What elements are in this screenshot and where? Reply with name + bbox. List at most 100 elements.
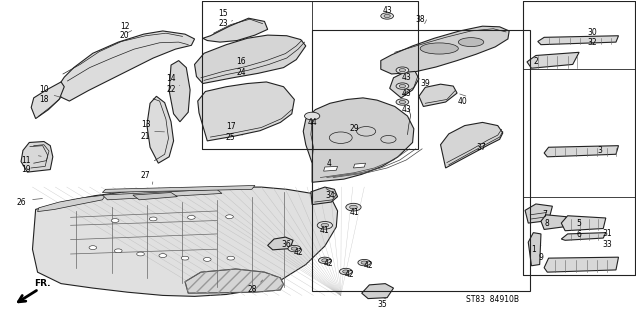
Text: 42: 42 <box>294 248 303 257</box>
Text: 22: 22 <box>166 85 176 94</box>
Circle shape <box>225 215 233 219</box>
Circle shape <box>187 215 195 219</box>
Circle shape <box>227 256 234 260</box>
Text: 33: 33 <box>603 240 613 249</box>
Circle shape <box>288 245 301 252</box>
Text: 14: 14 <box>166 74 176 83</box>
Text: 35: 35 <box>377 300 387 308</box>
Bar <box>523 1 635 69</box>
Bar <box>201 1 418 149</box>
Circle shape <box>343 270 349 273</box>
Polygon shape <box>441 123 503 168</box>
Text: 13: 13 <box>141 120 150 130</box>
Text: FR.: FR. <box>34 279 50 288</box>
Text: 41: 41 <box>349 208 359 217</box>
Polygon shape <box>390 71 419 98</box>
Circle shape <box>346 203 361 211</box>
Polygon shape <box>21 141 53 172</box>
Circle shape <box>115 249 122 253</box>
Polygon shape <box>32 187 338 296</box>
Polygon shape <box>58 31 194 101</box>
Bar <box>523 1 635 275</box>
Circle shape <box>361 261 368 264</box>
Text: 17: 17 <box>226 122 236 131</box>
Circle shape <box>399 100 406 104</box>
Text: 31: 31 <box>603 229 613 238</box>
Text: 24: 24 <box>236 68 246 77</box>
Polygon shape <box>194 35 306 84</box>
Circle shape <box>318 257 331 264</box>
Text: 26: 26 <box>16 197 26 206</box>
Circle shape <box>322 259 328 262</box>
Polygon shape <box>354 163 366 168</box>
Circle shape <box>399 68 406 72</box>
Circle shape <box>358 260 371 266</box>
Text: 7: 7 <box>542 210 547 219</box>
Polygon shape <box>268 237 293 250</box>
Circle shape <box>291 247 297 250</box>
Text: 9: 9 <box>538 253 543 262</box>
Polygon shape <box>561 216 606 231</box>
Bar <box>201 1 312 149</box>
Circle shape <box>381 13 394 19</box>
Text: 8: 8 <box>545 219 550 228</box>
Text: 38: 38 <box>415 15 425 24</box>
Bar <box>312 30 529 291</box>
Circle shape <box>304 112 320 120</box>
Circle shape <box>396 99 409 105</box>
Circle shape <box>203 258 211 261</box>
Text: 23: 23 <box>218 19 228 28</box>
Circle shape <box>350 205 357 209</box>
Bar <box>523 197 635 275</box>
Circle shape <box>159 254 167 258</box>
Circle shape <box>137 252 145 256</box>
Text: 4: 4 <box>326 159 331 168</box>
Circle shape <box>181 256 189 260</box>
Text: 27: 27 <box>141 172 150 180</box>
Text: 42: 42 <box>363 261 373 270</box>
Polygon shape <box>169 60 190 122</box>
Text: 11: 11 <box>22 156 31 164</box>
Text: 43: 43 <box>401 89 411 98</box>
Polygon shape <box>525 204 552 223</box>
Polygon shape <box>528 233 541 266</box>
Polygon shape <box>197 82 294 141</box>
Text: 42: 42 <box>324 259 334 268</box>
Text: 18: 18 <box>39 95 48 104</box>
Circle shape <box>321 223 329 227</box>
Text: 32: 32 <box>587 38 597 47</box>
Circle shape <box>399 84 406 88</box>
Polygon shape <box>303 98 414 182</box>
Ellipse shape <box>420 43 459 54</box>
Text: 25: 25 <box>226 132 236 141</box>
Polygon shape <box>544 257 619 272</box>
Polygon shape <box>103 189 222 200</box>
Circle shape <box>340 268 352 275</box>
Text: 39: 39 <box>420 79 430 88</box>
Text: ST83  84910B: ST83 84910B <box>466 295 519 304</box>
Polygon shape <box>362 284 394 299</box>
Polygon shape <box>311 187 338 204</box>
Text: 29: 29 <box>349 124 359 132</box>
Ellipse shape <box>459 38 483 47</box>
Text: 40: 40 <box>457 97 467 106</box>
Circle shape <box>396 83 409 89</box>
Polygon shape <box>185 269 283 293</box>
Text: 5: 5 <box>576 219 582 228</box>
Polygon shape <box>527 52 579 68</box>
Polygon shape <box>419 84 457 107</box>
Circle shape <box>150 217 157 221</box>
Polygon shape <box>147 96 173 163</box>
Polygon shape <box>541 215 566 229</box>
Text: 1: 1 <box>531 245 536 254</box>
Text: 44: 44 <box>307 118 317 127</box>
Polygon shape <box>31 82 64 119</box>
Text: 12: 12 <box>120 22 129 31</box>
Circle shape <box>396 67 409 73</box>
Text: 41: 41 <box>320 226 330 235</box>
Text: 37: 37 <box>476 143 486 152</box>
Text: 19: 19 <box>21 165 31 174</box>
Polygon shape <box>103 186 255 193</box>
Text: 15: 15 <box>218 9 228 18</box>
Text: 10: 10 <box>39 85 48 94</box>
